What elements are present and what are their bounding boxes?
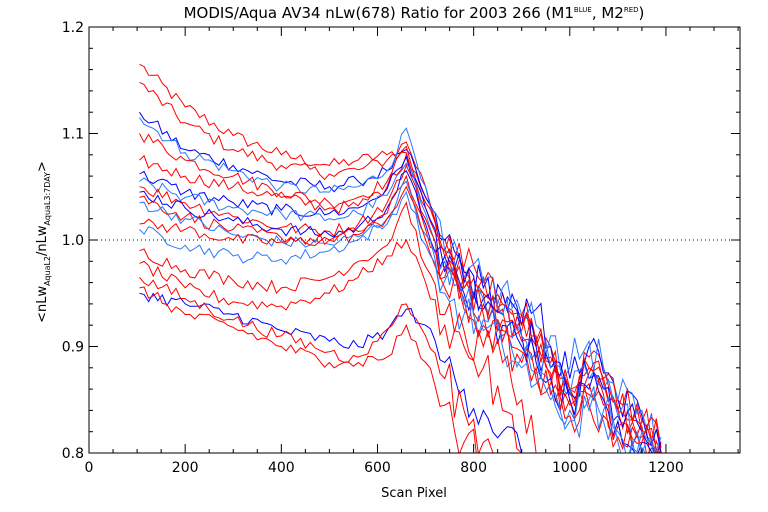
x-tick-label-5: 1000 (552, 460, 588, 476)
y-tick-label-1: 0.9 (62, 340, 84, 356)
x-tick-label-6: 1200 (648, 460, 684, 476)
y-tick-label-0: 0.8 (62, 446, 84, 462)
series-line-11 (139, 174, 662, 453)
series-line-5 (139, 133, 662, 453)
plot-frame (88, 26, 741, 454)
y-tick-label-4: 1.2 (62, 20, 84, 36)
plot-area: 0 200 400 600 800 1000 1200 0.8 0.9 1.0 1.1 1.2 (62, 20, 741, 476)
series-line-17 (139, 292, 523, 453)
series-line-9 (139, 164, 662, 453)
x-tick-label-2: 400 (268, 460, 295, 476)
series-line-3 (139, 111, 662, 453)
series-line-18 (139, 286, 503, 453)
series-line-8 (139, 162, 662, 453)
series-line-4 (139, 117, 662, 452)
x-tick-label-0: 0 (85, 460, 94, 476)
y-axis-label-sub1: AquaL2 (43, 256, 52, 286)
chart-title-sup-blue: BLUE (574, 6, 592, 14)
ticks-layer: 0 200 400 600 800 1000 1200 0.8 0.9 1.0 1.1 1.2 (62, 20, 740, 476)
series-line-12 (139, 180, 662, 453)
series-layer (139, 63, 662, 453)
y-tick-label-3: 1.1 (62, 127, 84, 143)
y-axis-label-close: > (35, 161, 50, 172)
y-axis-label-open: <nLw (35, 286, 50, 323)
y-tick-label-2: 1.0 (62, 233, 84, 249)
series-line-14 (139, 190, 662, 453)
series-line-19 (139, 276, 484, 453)
series-line-6 (139, 153, 662, 453)
y-axis-label-mid: /nLw (35, 225, 50, 256)
chart-title-sup-red: RED (624, 6, 639, 14)
x-tick-label-1: 200 (172, 460, 199, 476)
chart-title-end: ) (639, 4, 645, 22)
y-axis-label-sub2: AquaL3:7DAY (43, 172, 52, 226)
y-axis-label: <nLwAquaL2/nLwAquaL3:7DAY> (35, 161, 52, 323)
chart-title-main: MODIS/Aqua AV34 nLw(678) Ratio for 2003 … (184, 4, 574, 22)
chart-title-mid: , M2 (592, 4, 624, 22)
series-line-7 (139, 155, 662, 453)
series-line-13 (139, 185, 662, 453)
series-line-16 (139, 238, 523, 453)
series-line-10 (139, 170, 662, 453)
series-line-15 (139, 201, 537, 453)
x-axis-label: Scan Pixel (381, 486, 447, 501)
x-tick-label-4: 800 (460, 460, 487, 476)
x-tick-label-3: 600 (364, 460, 391, 476)
chart-title: MODIS/Aqua AV34 nLw(678) Ratio for 2003 … (184, 4, 645, 22)
